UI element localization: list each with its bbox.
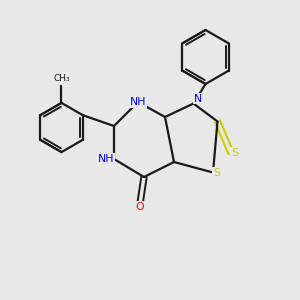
Text: NH: NH bbox=[130, 97, 146, 107]
Text: O: O bbox=[135, 202, 144, 212]
Text: S: S bbox=[231, 148, 238, 158]
Text: S: S bbox=[213, 167, 220, 178]
Text: CH₃: CH₃ bbox=[53, 74, 70, 83]
Text: NH: NH bbox=[98, 154, 114, 164]
Text: N: N bbox=[194, 94, 202, 103]
